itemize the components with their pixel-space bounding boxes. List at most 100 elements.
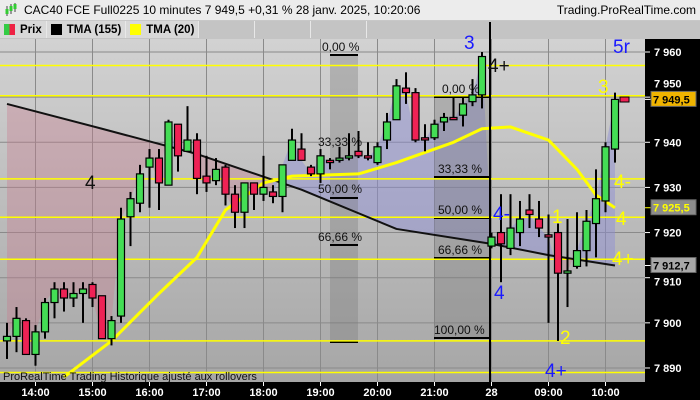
x-tick-label: 21:00 bbox=[420, 387, 448, 399]
fill-segment bbox=[102, 128, 112, 339]
indicator-legend: Prix TMA (155) TMA (20) bbox=[0, 21, 700, 39]
candle-body bbox=[544, 234, 553, 238]
legend-label: Prix bbox=[20, 23, 42, 36]
annotation-label: 5r bbox=[613, 37, 631, 58]
candle bbox=[268, 185, 278, 204]
candle bbox=[183, 106, 192, 152]
candle-body bbox=[458, 103, 468, 116]
candle bbox=[202, 155, 211, 192]
candle bbox=[563, 219, 572, 308]
fill-segment bbox=[140, 138, 150, 174]
legend-slot bbox=[255, 21, 312, 38]
candle bbox=[88, 282, 97, 308]
legend-item-prix[interactable]: Prix bbox=[0, 21, 47, 38]
time-axis[interactable] bbox=[0, 382, 700, 400]
tma155-line bbox=[6, 102, 616, 267]
legend-item-tma20[interactable]: TMA (20) bbox=[126, 21, 200, 38]
candle bbox=[278, 164, 287, 213]
candle-body bbox=[572, 250, 582, 268]
candle-body bbox=[401, 87, 411, 94]
candle bbox=[553, 223, 563, 341]
candle-body bbox=[211, 168, 221, 182]
candle bbox=[192, 133, 202, 195]
candle-body bbox=[306, 166, 316, 175]
candle-body bbox=[183, 139, 192, 152]
fill-segment bbox=[73, 121, 83, 294]
candle-body bbox=[135, 173, 145, 204]
candle-body bbox=[582, 220, 591, 252]
site-label: Trading.ProRealTime.com bbox=[556, 3, 696, 17]
annotation-label: 4- bbox=[614, 172, 631, 193]
candle-body bbox=[506, 227, 515, 249]
candle bbox=[40, 298, 50, 339]
candle bbox=[2, 322, 12, 359]
x-tick-label: 16:00 bbox=[135, 387, 163, 399]
x-tick-label: 20:00 bbox=[363, 387, 391, 399]
candle bbox=[601, 142, 610, 213]
y-tick-label: 7 910 bbox=[654, 277, 682, 289]
candle-body bbox=[268, 191, 278, 198]
fill-segment bbox=[472, 56, 482, 243]
candle bbox=[12, 307, 21, 353]
fill-segment bbox=[130, 136, 140, 199]
candle-body bbox=[392, 85, 401, 121]
fibonacci-retracement-left[interactable]: 0,00 % 33,33 % 50,00 % 66,66 % bbox=[318, 40, 362, 343]
candle-body bbox=[164, 121, 173, 186]
candle-body bbox=[116, 218, 126, 317]
tma155-swatch-icon bbox=[50, 24, 62, 35]
candle-body bbox=[468, 94, 477, 103]
candle-body bbox=[259, 186, 268, 195]
horizontal-levels bbox=[0, 64, 645, 374]
fib-label: 100,00 % bbox=[434, 323, 485, 337]
candle-body bbox=[40, 301, 50, 333]
candle bbox=[477, 52, 487, 109]
annotation-label: 3 bbox=[464, 33, 475, 54]
candle bbox=[325, 158, 335, 170]
candle bbox=[525, 194, 534, 229]
candle bbox=[249, 182, 259, 210]
candle-body bbox=[363, 155, 373, 159]
price-badge-label: 7 949,5 bbox=[653, 94, 690, 106]
candle-body bbox=[487, 236, 496, 247]
candle-body bbox=[420, 137, 430, 141]
candle bbox=[449, 97, 458, 121]
candle bbox=[487, 232, 496, 249]
legend-item-tma155[interactable]: TMA (155) bbox=[46, 21, 127, 38]
candle-body bbox=[249, 182, 259, 195]
candle-body bbox=[12, 317, 21, 337]
candle bbox=[259, 155, 268, 201]
candle bbox=[392, 79, 401, 121]
candle-body bbox=[107, 319, 116, 340]
x-tick-label: 09:00 bbox=[534, 387, 562, 399]
candle-body bbox=[534, 218, 544, 229]
y-tick-label: 7 950 bbox=[654, 78, 682, 90]
candle bbox=[59, 282, 69, 312]
annotation-label: 3 bbox=[598, 77, 609, 98]
candle-body bbox=[354, 150, 363, 157]
candle bbox=[582, 209, 591, 267]
candle bbox=[240, 182, 249, 229]
fill-segment bbox=[7, 103, 17, 337]
title-bar: CAC40 FCE Full0225 10 minutes 7 949,5 +0… bbox=[0, 0, 700, 21]
x-tick-label: 17:00 bbox=[192, 387, 220, 399]
candle bbox=[145, 149, 154, 208]
candle bbox=[107, 316, 116, 346]
candle bbox=[610, 92, 620, 163]
candle bbox=[401, 72, 411, 104]
candle-body bbox=[591, 198, 601, 225]
candle bbox=[468, 79, 477, 107]
candle-body bbox=[97, 295, 107, 340]
footer-note: ProRealTime Trading Historique ajusté au… bbox=[3, 371, 257, 383]
candle bbox=[572, 212, 582, 269]
candle-body bbox=[21, 319, 31, 356]
annotation-label: 4 bbox=[85, 173, 96, 194]
candle bbox=[221, 164, 230, 206]
y-tick-label: 7 920 bbox=[654, 228, 682, 240]
fill-segment bbox=[26, 108, 36, 355]
candle-body bbox=[373, 146, 382, 164]
legend-slot bbox=[311, 21, 368, 38]
candle-body bbox=[192, 139, 202, 179]
candle bbox=[335, 146, 344, 163]
candle bbox=[458, 97, 468, 127]
